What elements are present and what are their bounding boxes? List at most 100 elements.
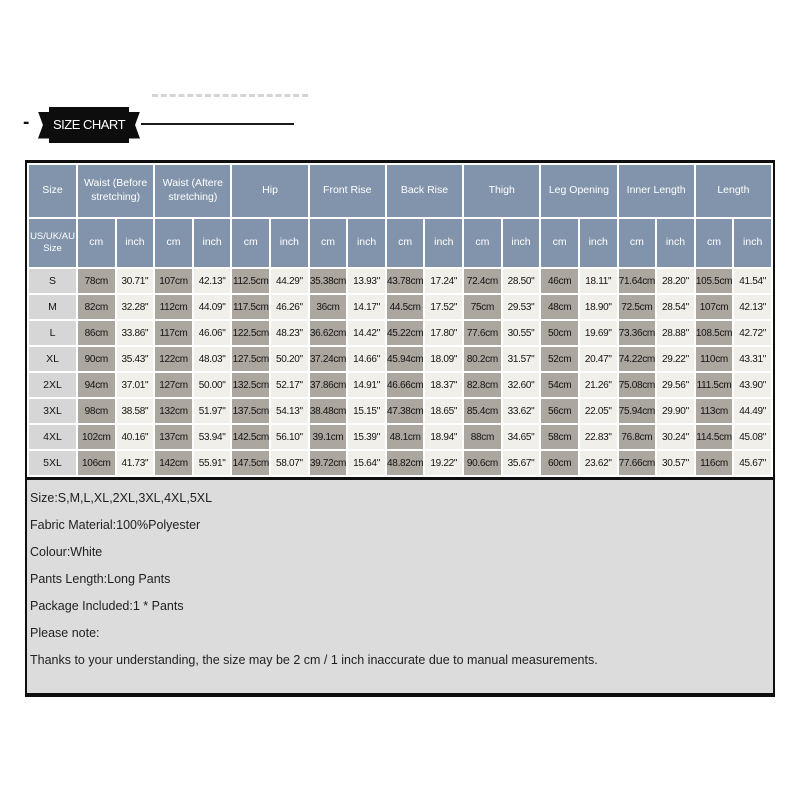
measurement-cell: 54.13" bbox=[271, 399, 308, 423]
measurement-cell: 75cm bbox=[464, 295, 501, 319]
row-size-label: S bbox=[29, 269, 76, 293]
measurement-cell: 48.82cm bbox=[386, 451, 424, 475]
measurement-cell: 78cm bbox=[78, 269, 115, 293]
size-chart-table: Size Waist (Before stretching) Waist (Afte… bbox=[27, 163, 773, 477]
measurement-cell: 106cm bbox=[78, 451, 115, 475]
measurement-cell: 36.62cm bbox=[309, 321, 347, 345]
measurement-cell: 102cm bbox=[78, 425, 115, 449]
unit-inch-header: inch bbox=[734, 219, 771, 267]
measurement-cell: 55.91" bbox=[193, 451, 231, 475]
measurement-cell: 80.2cm bbox=[464, 347, 501, 371]
unit-cm-header: cm bbox=[464, 219, 501, 267]
unit-cm-header: cm bbox=[155, 219, 192, 267]
measurement-cell: 122cm bbox=[155, 347, 192, 371]
measurement-cell: 58.07" bbox=[271, 451, 308, 475]
measurement-cell: 29.56" bbox=[657, 373, 694, 397]
table-row: 5XL 106cm 41.73" 142cm 55.91" 147.5cm 58.07" 39… bbox=[29, 451, 771, 475]
measurement-cell: 51.97" bbox=[193, 399, 231, 423]
measurement-cell: 75.08cm bbox=[618, 373, 656, 397]
measurement-cell: 43.78cm bbox=[386, 269, 424, 293]
ribbon-right-tail-icon bbox=[127, 111, 140, 139]
measurement-cell: 37.01" bbox=[116, 373, 154, 397]
row-size-label: 3XL bbox=[29, 399, 76, 423]
measurement-cell: 42.13" bbox=[193, 269, 231, 293]
row-size-label: L bbox=[29, 321, 76, 345]
note-line: Colour:White bbox=[30, 545, 103, 559]
measurement-cell: 18.11" bbox=[579, 269, 617, 293]
size-subheader: US/UK/AU Size bbox=[29, 219, 76, 267]
measurement-cell: 44.5cm bbox=[386, 295, 424, 319]
note-line: Package Included:1 * Pants bbox=[30, 599, 184, 613]
measurement-cell: 28.88" bbox=[657, 321, 694, 345]
measurement-cell: 32.28" bbox=[116, 295, 154, 319]
measurement-cell: 14.66" bbox=[348, 347, 385, 371]
measurement-cell: 35.67" bbox=[502, 451, 540, 475]
group-header: Thigh bbox=[464, 165, 540, 217]
unit-inch-header: inch bbox=[502, 219, 540, 267]
measurement-cell: 50cm bbox=[541, 321, 578, 345]
measurement-cell: 33.62" bbox=[502, 399, 540, 423]
measurement-cell: 22.83" bbox=[579, 425, 617, 449]
measurement-cell: 30.71" bbox=[116, 269, 154, 293]
group-header: Inner Length bbox=[618, 165, 694, 217]
measurement-cell: 77.66cm bbox=[618, 451, 656, 475]
measurement-cell: 46.26" bbox=[271, 295, 308, 319]
measurement-cell: 76.8cm bbox=[618, 425, 656, 449]
measurement-cell: 18.90" bbox=[579, 295, 617, 319]
measurement-cell: 82.8cm bbox=[464, 373, 501, 397]
note-line: Size:S,M,L,XL,2XL,3XL,4XL,5XL bbox=[30, 491, 213, 505]
measurement-cell: 85.4cm bbox=[464, 399, 501, 423]
group-header: Waist (Before stretching) bbox=[78, 165, 154, 217]
measurement-cell: 142cm bbox=[155, 451, 192, 475]
measurement-cell: 14.42" bbox=[348, 321, 385, 345]
measurement-cell: 29.90" bbox=[657, 399, 694, 423]
note-line: Please note: bbox=[30, 626, 100, 640]
row-size-label: M bbox=[29, 295, 76, 319]
measurement-cell: 72.5cm bbox=[618, 295, 656, 319]
measurement-cell: 117cm bbox=[155, 321, 192, 345]
measurement-cell: 54cm bbox=[541, 373, 578, 397]
group-header: Front Rise bbox=[309, 165, 385, 217]
table-body: S 78cm 30.71" 107cm 42.13" 112.5cm 44.29" 35.38… bbox=[29, 269, 771, 475]
measurement-cell: 35.43" bbox=[116, 347, 154, 371]
measurement-cell: 112cm bbox=[155, 295, 192, 319]
table-row: S 78cm 30.71" 107cm 42.13" 112.5cm 44.29" 35.38… bbox=[29, 269, 771, 293]
measurement-cell: 137.5cm bbox=[232, 399, 270, 423]
measurement-cell: 122.5cm bbox=[232, 321, 270, 345]
measurement-cell: 41.73" bbox=[116, 451, 154, 475]
measurement-cell: 48.1cm bbox=[386, 425, 424, 449]
measurement-cell: 105.5cm bbox=[695, 269, 733, 293]
unit-inch-header: inch bbox=[425, 219, 463, 267]
measurement-cell: 116cm bbox=[695, 451, 733, 475]
measurement-cell: 132cm bbox=[155, 399, 192, 423]
measurement-cell: 108.5cm bbox=[695, 321, 733, 345]
measurement-cell: 77.6cm bbox=[464, 321, 501, 345]
table-row: 4XL 102cm 40.16" 137cm 53.94" 142.5cm 56.10" 39… bbox=[29, 425, 771, 449]
measurement-cell: 37.24cm bbox=[309, 347, 347, 371]
measurement-cell: 90cm bbox=[78, 347, 115, 371]
row-size-label: XL bbox=[29, 347, 76, 371]
group-header: Hip bbox=[232, 165, 308, 217]
measurement-cell: 112.5cm bbox=[232, 269, 270, 293]
measurement-cell: 17.80" bbox=[425, 321, 463, 345]
faint-dashed-line bbox=[152, 94, 308, 97]
measurement-cell: 19.69" bbox=[579, 321, 617, 345]
measurement-cell: 43.31" bbox=[734, 347, 771, 371]
unit-inch-header: inch bbox=[271, 219, 308, 267]
measurement-cell: 13.93" bbox=[348, 269, 385, 293]
unit-inch-header: inch bbox=[116, 219, 154, 267]
measurement-cell: 14.91" bbox=[348, 373, 385, 397]
unit-cm-header: cm bbox=[386, 219, 424, 267]
measurement-cell: 82cm bbox=[78, 295, 115, 319]
measurement-cell: 75.94cm bbox=[618, 399, 656, 423]
banner-underline bbox=[141, 123, 294, 125]
measurement-cell: 41.54" bbox=[734, 269, 771, 293]
measurement-cell: 28.54" bbox=[657, 295, 694, 319]
measurement-cell: 29.22" bbox=[657, 347, 694, 371]
size-column-header: Size bbox=[29, 165, 76, 217]
measurement-cell: 18.37" bbox=[425, 373, 463, 397]
measurement-cell: 48.03" bbox=[193, 347, 231, 371]
group-header: Waist (Aftere stretching) bbox=[155, 165, 231, 217]
measurement-cell: 94cm bbox=[78, 373, 115, 397]
dash-mark: - bbox=[23, 112, 30, 133]
